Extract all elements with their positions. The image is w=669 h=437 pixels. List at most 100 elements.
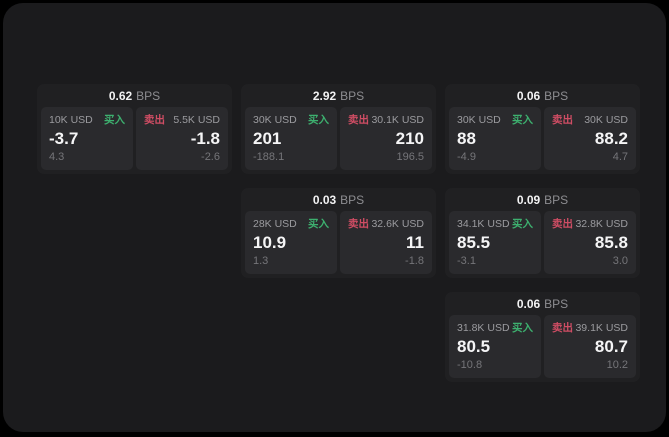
sell-price: 85.8 xyxy=(594,232,628,252)
sell-side-label: 卖出 xyxy=(552,218,573,230)
buy-quote-tile[interactable]: 30K USD 买入 88 -4.9 xyxy=(449,107,541,170)
buy-amount: 30K USD xyxy=(253,114,297,126)
sell-side-label: 卖出 xyxy=(552,322,573,334)
sell-tile-header: 卖出 30K USD xyxy=(552,114,628,126)
buy-side-label: 买入 xyxy=(512,322,533,334)
sell-quote-tile[interactable]: 卖出 32.6K USD 11 -1.8 xyxy=(340,211,432,274)
buy-quote-tile[interactable]: 30K USD 买入 201 -188.1 xyxy=(245,107,337,170)
spread-unit: BPS xyxy=(544,192,569,207)
spread-value: 0.06 xyxy=(516,88,541,103)
quote-card-body: 34.1K USD 买入 85.5 -3.1 卖出 32.8K USD 85.8… xyxy=(445,211,640,278)
buy-sub-value: -10.8 xyxy=(457,359,483,371)
buy-side-label: 买入 xyxy=(104,114,125,126)
sell-sub-value: 3.0 xyxy=(612,255,628,267)
buy-price: -3.7 xyxy=(49,128,79,148)
buy-tile-header: 10K USD 买入 xyxy=(49,114,125,126)
sell-side-label: 卖出 xyxy=(348,114,369,126)
sell-side-label: 卖出 xyxy=(144,114,165,126)
buy-tile-header: 30K USD 买入 xyxy=(457,114,533,126)
quote-card: 0.06 BPS 30K USD 买入 88 -4.9 卖出 30K USD 8… xyxy=(445,84,640,174)
buy-price: 80.5 xyxy=(457,336,491,356)
sell-price: 210 xyxy=(395,128,424,148)
buy-quote-tile[interactable]: 28K USD 买入 10.9 1.3 xyxy=(245,211,337,274)
quotes-dashboard-panel: 0.62 BPS 10K USD 买入 -3.7 4.3 卖出 5.5K USD… xyxy=(3,3,666,432)
sell-quote-tile[interactable]: 卖出 30.1K USD 210 196.5 xyxy=(340,107,432,170)
spread-header: 0.62 BPS xyxy=(37,84,232,107)
buy-amount: 30K USD xyxy=(457,114,501,126)
quote-card-body: 30K USD 买入 88 -4.9 卖出 30K USD 88.2 4.7 xyxy=(445,107,640,174)
sell-price: 80.7 xyxy=(594,336,628,356)
sell-side-label: 卖出 xyxy=(552,114,573,126)
sell-sub-value: -1.8 xyxy=(405,255,424,267)
buy-tile-header: 34.1K USD 买入 xyxy=(457,218,533,230)
buy-sub-value: -3.1 xyxy=(457,255,476,267)
quote-card: 0.62 BPS 10K USD 买入 -3.7 4.3 卖出 5.5K USD… xyxy=(37,84,232,174)
buy-price: 88 xyxy=(457,128,476,148)
buy-price: 85.5 xyxy=(457,232,491,252)
quote-card-body: 31.8K USD 买入 80.5 -10.8 卖出 39.1K USD 80.… xyxy=(445,315,640,382)
quote-card-body: 28K USD 买入 10.9 1.3 卖出 32.6K USD 11 -1.8 xyxy=(241,211,436,278)
spread-value: 0.03 xyxy=(312,192,337,207)
sell-quote-tile[interactable]: 卖出 39.1K USD 80.7 10.2 xyxy=(544,315,636,378)
buy-amount: 28K USD xyxy=(253,218,297,230)
quote-card: 0.03 BPS 28K USD 买入 10.9 1.3 卖出 32.6K US… xyxy=(241,188,436,278)
spread-header: 0.06 BPS xyxy=(445,84,640,107)
sell-quote-tile[interactable]: 卖出 32.8K USD 85.8 3.0 xyxy=(544,211,636,274)
sell-tile-header: 卖出 32.8K USD xyxy=(552,218,628,230)
sell-amount: 30.1K USD xyxy=(371,114,424,126)
buy-side-label: 买入 xyxy=(308,114,329,126)
sell-amount: 30K USD xyxy=(584,114,628,126)
buy-price: 10.9 xyxy=(253,232,287,252)
sell-price: 11 xyxy=(406,232,424,252)
spread-header: 0.03 BPS xyxy=(241,188,436,211)
sell-price: 88.2 xyxy=(594,128,628,148)
sell-tile-header: 卖出 5.5K USD xyxy=(144,114,220,126)
buy-side-label: 买入 xyxy=(308,218,329,230)
buy-tile-header: 28K USD 买入 xyxy=(253,218,329,230)
sell-amount: 5.5K USD xyxy=(173,114,220,126)
spread-header: 0.09 BPS xyxy=(445,188,640,211)
spread-unit: BPS xyxy=(340,192,365,207)
quote-card: 0.09 BPS 34.1K USD 买入 85.5 -3.1 卖出 32.8K… xyxy=(445,188,640,278)
sell-tile-header: 卖出 30.1K USD xyxy=(348,114,424,126)
spread-unit: BPS xyxy=(544,88,569,103)
sell-amount: 32.8K USD xyxy=(575,218,628,230)
buy-quote-tile[interactable]: 10K USD 买入 -3.7 4.3 xyxy=(41,107,133,170)
spread-header: 0.06 BPS xyxy=(445,292,640,315)
sell-tile-header: 卖出 39.1K USD xyxy=(552,322,628,334)
sell-price: -1.8 xyxy=(190,128,220,148)
quote-card: 0.06 BPS 31.8K USD 买入 80.5 -10.8 卖出 39.1… xyxy=(445,292,640,382)
buy-quote-tile[interactable]: 31.8K USD 买入 80.5 -10.8 xyxy=(449,315,541,378)
spread-value: 0.06 xyxy=(516,296,541,311)
buy-price: 201 xyxy=(253,128,282,148)
buy-sub-value: 1.3 xyxy=(253,255,269,267)
spread-unit: BPS xyxy=(136,88,161,103)
sell-sub-value: 196.5 xyxy=(396,151,424,163)
spread-header: 2.92 BPS xyxy=(241,84,436,107)
spread-value: 2.92 xyxy=(312,88,337,103)
spread-unit: BPS xyxy=(340,88,365,103)
spread-value: 0.09 xyxy=(516,192,541,207)
sell-sub-value: 4.7 xyxy=(612,151,628,163)
sell-side-label: 卖出 xyxy=(348,218,369,230)
sell-sub-value: -2.6 xyxy=(201,151,220,163)
sell-sub-value: 10.2 xyxy=(606,359,628,371)
buy-sub-value: -4.9 xyxy=(457,151,476,163)
buy-amount: 10K USD xyxy=(49,114,93,126)
buy-amount: 31.8K USD xyxy=(457,322,510,334)
buy-side-label: 买入 xyxy=(512,114,533,126)
sell-amount: 32.6K USD xyxy=(371,218,424,230)
sell-tile-header: 卖出 32.6K USD xyxy=(348,218,424,230)
quote-card: 2.92 BPS 30K USD 买入 201 -188.1 卖出 30.1K … xyxy=(241,84,436,174)
spread-unit: BPS xyxy=(544,296,569,311)
sell-quote-tile[interactable]: 卖出 5.5K USD -1.8 -2.6 xyxy=(136,107,228,170)
sell-quote-tile[interactable]: 卖出 30K USD 88.2 4.7 xyxy=(544,107,636,170)
buy-side-label: 买入 xyxy=(512,218,533,230)
sell-amount: 39.1K USD xyxy=(575,322,628,334)
buy-sub-value: -188.1 xyxy=(253,151,285,163)
spread-value: 0.62 xyxy=(108,88,133,103)
buy-quote-tile[interactable]: 34.1K USD 买入 85.5 -3.1 xyxy=(449,211,541,274)
quote-card-body: 30K USD 买入 201 -188.1 卖出 30.1K USD 210 1… xyxy=(241,107,436,174)
buy-amount: 34.1K USD xyxy=(457,218,510,230)
buy-tile-header: 30K USD 买入 xyxy=(253,114,329,126)
